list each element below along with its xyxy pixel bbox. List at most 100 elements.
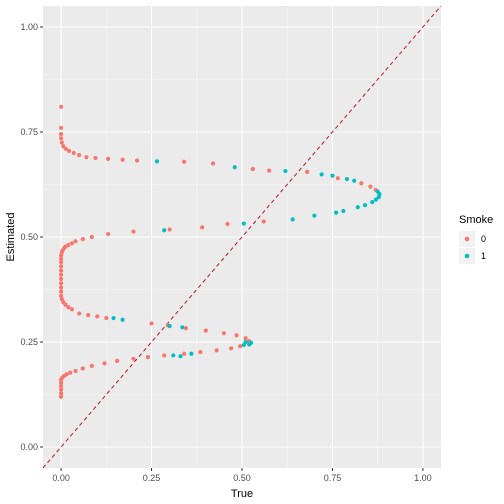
data-points	[58, 104, 382, 399]
y-tick-label: 0.00	[20, 442, 38, 452]
data-point-smoke-0	[73, 239, 78, 244]
data-point-smoke-0	[183, 326, 189, 331]
data-point-smoke-1	[111, 315, 116, 321]
data-point-smoke-1	[370, 200, 375, 205]
x-tick-label: 0.75	[324, 473, 342, 483]
data-point-smoke-0	[359, 181, 364, 186]
data-point-smoke-0	[58, 253, 64, 258]
data-point-smoke-0	[68, 370, 73, 375]
data-point-smoke-0	[95, 314, 100, 319]
data-point-smoke-1	[154, 159, 160, 164]
data-point-smoke-0	[198, 349, 203, 355]
data-point-smoke-1	[283, 168, 288, 174]
data-point-smoke-0	[77, 311, 82, 316]
data-point-smoke-1	[373, 197, 378, 202]
legend-label-1: 1	[481, 251, 486, 261]
data-point-smoke-0	[59, 140, 64, 145]
legend-title: Smoke	[459, 214, 493, 226]
data-point-smoke-0	[58, 125, 64, 130]
data-point-smoke-0	[89, 234, 94, 240]
data-point-smoke-0	[250, 166, 255, 172]
data-point-smoke-1	[355, 205, 360, 210]
data-point-smoke-0	[58, 260, 64, 265]
data-point-smoke-0	[131, 229, 136, 234]
x-tick-label: 0.00	[52, 473, 70, 483]
data-point-smoke-0	[102, 361, 107, 366]
data-point-smoke-0	[58, 268, 64, 273]
data-point-smoke-0	[145, 355, 151, 360]
data-point-smoke-0	[86, 313, 91, 318]
data-point-smoke-1	[180, 325, 185, 330]
data-point-smoke-0	[63, 146, 68, 151]
data-point-smoke-0	[149, 321, 154, 326]
data-point-smoke-0	[58, 394, 64, 399]
data-point-smoke-0	[66, 148, 72, 153]
data-point-smoke-0	[58, 387, 64, 392]
data-point-smoke-0	[106, 231, 111, 237]
y-tick-label: 0.50	[20, 232, 38, 242]
data-point-smoke-1	[330, 173, 335, 178]
data-point-smoke-1	[319, 172, 324, 177]
data-point-smoke-1	[171, 353, 176, 358]
data-point-smoke-0	[243, 336, 248, 341]
data-point-smoke-0	[131, 356, 136, 361]
data-point-smoke-0	[58, 276, 64, 282]
data-point-smoke-0	[69, 307, 75, 312]
data-point-smoke-0	[214, 348, 219, 353]
data-point-smoke-0	[58, 293, 64, 298]
data-point-smoke-0	[58, 104, 64, 109]
data-point-smoke-0	[221, 331, 227, 336]
legend: Smoke 0 1	[459, 214, 493, 264]
data-point-smoke-0	[120, 157, 125, 162]
data-point-smoke-0	[84, 155, 89, 160]
x-axis-title: True	[231, 488, 253, 500]
data-point-smoke-0	[267, 168, 272, 173]
data-point-smoke-0	[200, 225, 205, 230]
data-point-smoke-0	[167, 227, 172, 232]
data-point-smoke-1	[341, 208, 346, 214]
data-point-smoke-0	[93, 155, 98, 161]
data-point-smoke-0	[368, 184, 373, 189]
data-point-smoke-0	[182, 159, 187, 164]
data-point-smoke-0	[162, 353, 167, 358]
data-point-smoke-1	[178, 354, 183, 359]
legend-label-0: 0	[481, 234, 486, 244]
data-point-smoke-0	[58, 391, 64, 396]
data-point-smoke-0	[305, 169, 310, 174]
data-point-smoke-0	[234, 333, 239, 338]
data-point-smoke-0	[73, 368, 78, 374]
data-point-smoke-0	[210, 161, 216, 166]
data-point-smoke-0	[77, 153, 82, 158]
data-point-smoke-0	[134, 158, 140, 163]
data-point-smoke-1	[189, 351, 194, 356]
data-point-smoke-1	[162, 228, 167, 233]
data-point-smoke-0	[58, 132, 64, 137]
data-point-smoke-0	[80, 237, 85, 242]
y-tick-label: 1.00	[20, 22, 38, 32]
data-point-smoke-1	[362, 202, 368, 208]
data-point-smoke-1	[232, 165, 237, 170]
data-point-smoke-1	[120, 317, 125, 322]
data-point-smoke-0	[80, 366, 85, 371]
data-point-smoke-0	[229, 346, 234, 351]
x-tick-label: 1.00	[414, 473, 432, 483]
y-tick-label: 0.75	[20, 127, 38, 137]
data-point-smoke-0	[238, 344, 243, 349]
data-point-smoke-1	[241, 342, 246, 348]
data-point-smoke-0	[58, 377, 64, 382]
legend-swatch-0	[464, 236, 470, 242]
data-point-smoke-0	[69, 241, 75, 246]
data-point-smoke-0	[58, 384, 64, 389]
axis-ticks: 0.00 0.25 0.50 0.75 1.00 0.00 0.25 0.50 0.75 1.00	[20, 22, 431, 483]
reference-line	[42, 5, 442, 469]
data-point-smoke-0	[71, 150, 76, 156]
data-point-smoke-1	[167, 323, 172, 329]
data-point-smoke-0	[58, 272, 64, 277]
data-point-smoke-1	[333, 210, 339, 215]
data-point-smoke-0	[203, 328, 208, 333]
legend-swatch-1	[464, 253, 470, 259]
data-point-smoke-0	[182, 351, 187, 356]
data-point-smoke-0	[58, 281, 64, 286]
y-axis-title: Estimated	[5, 213, 17, 262]
